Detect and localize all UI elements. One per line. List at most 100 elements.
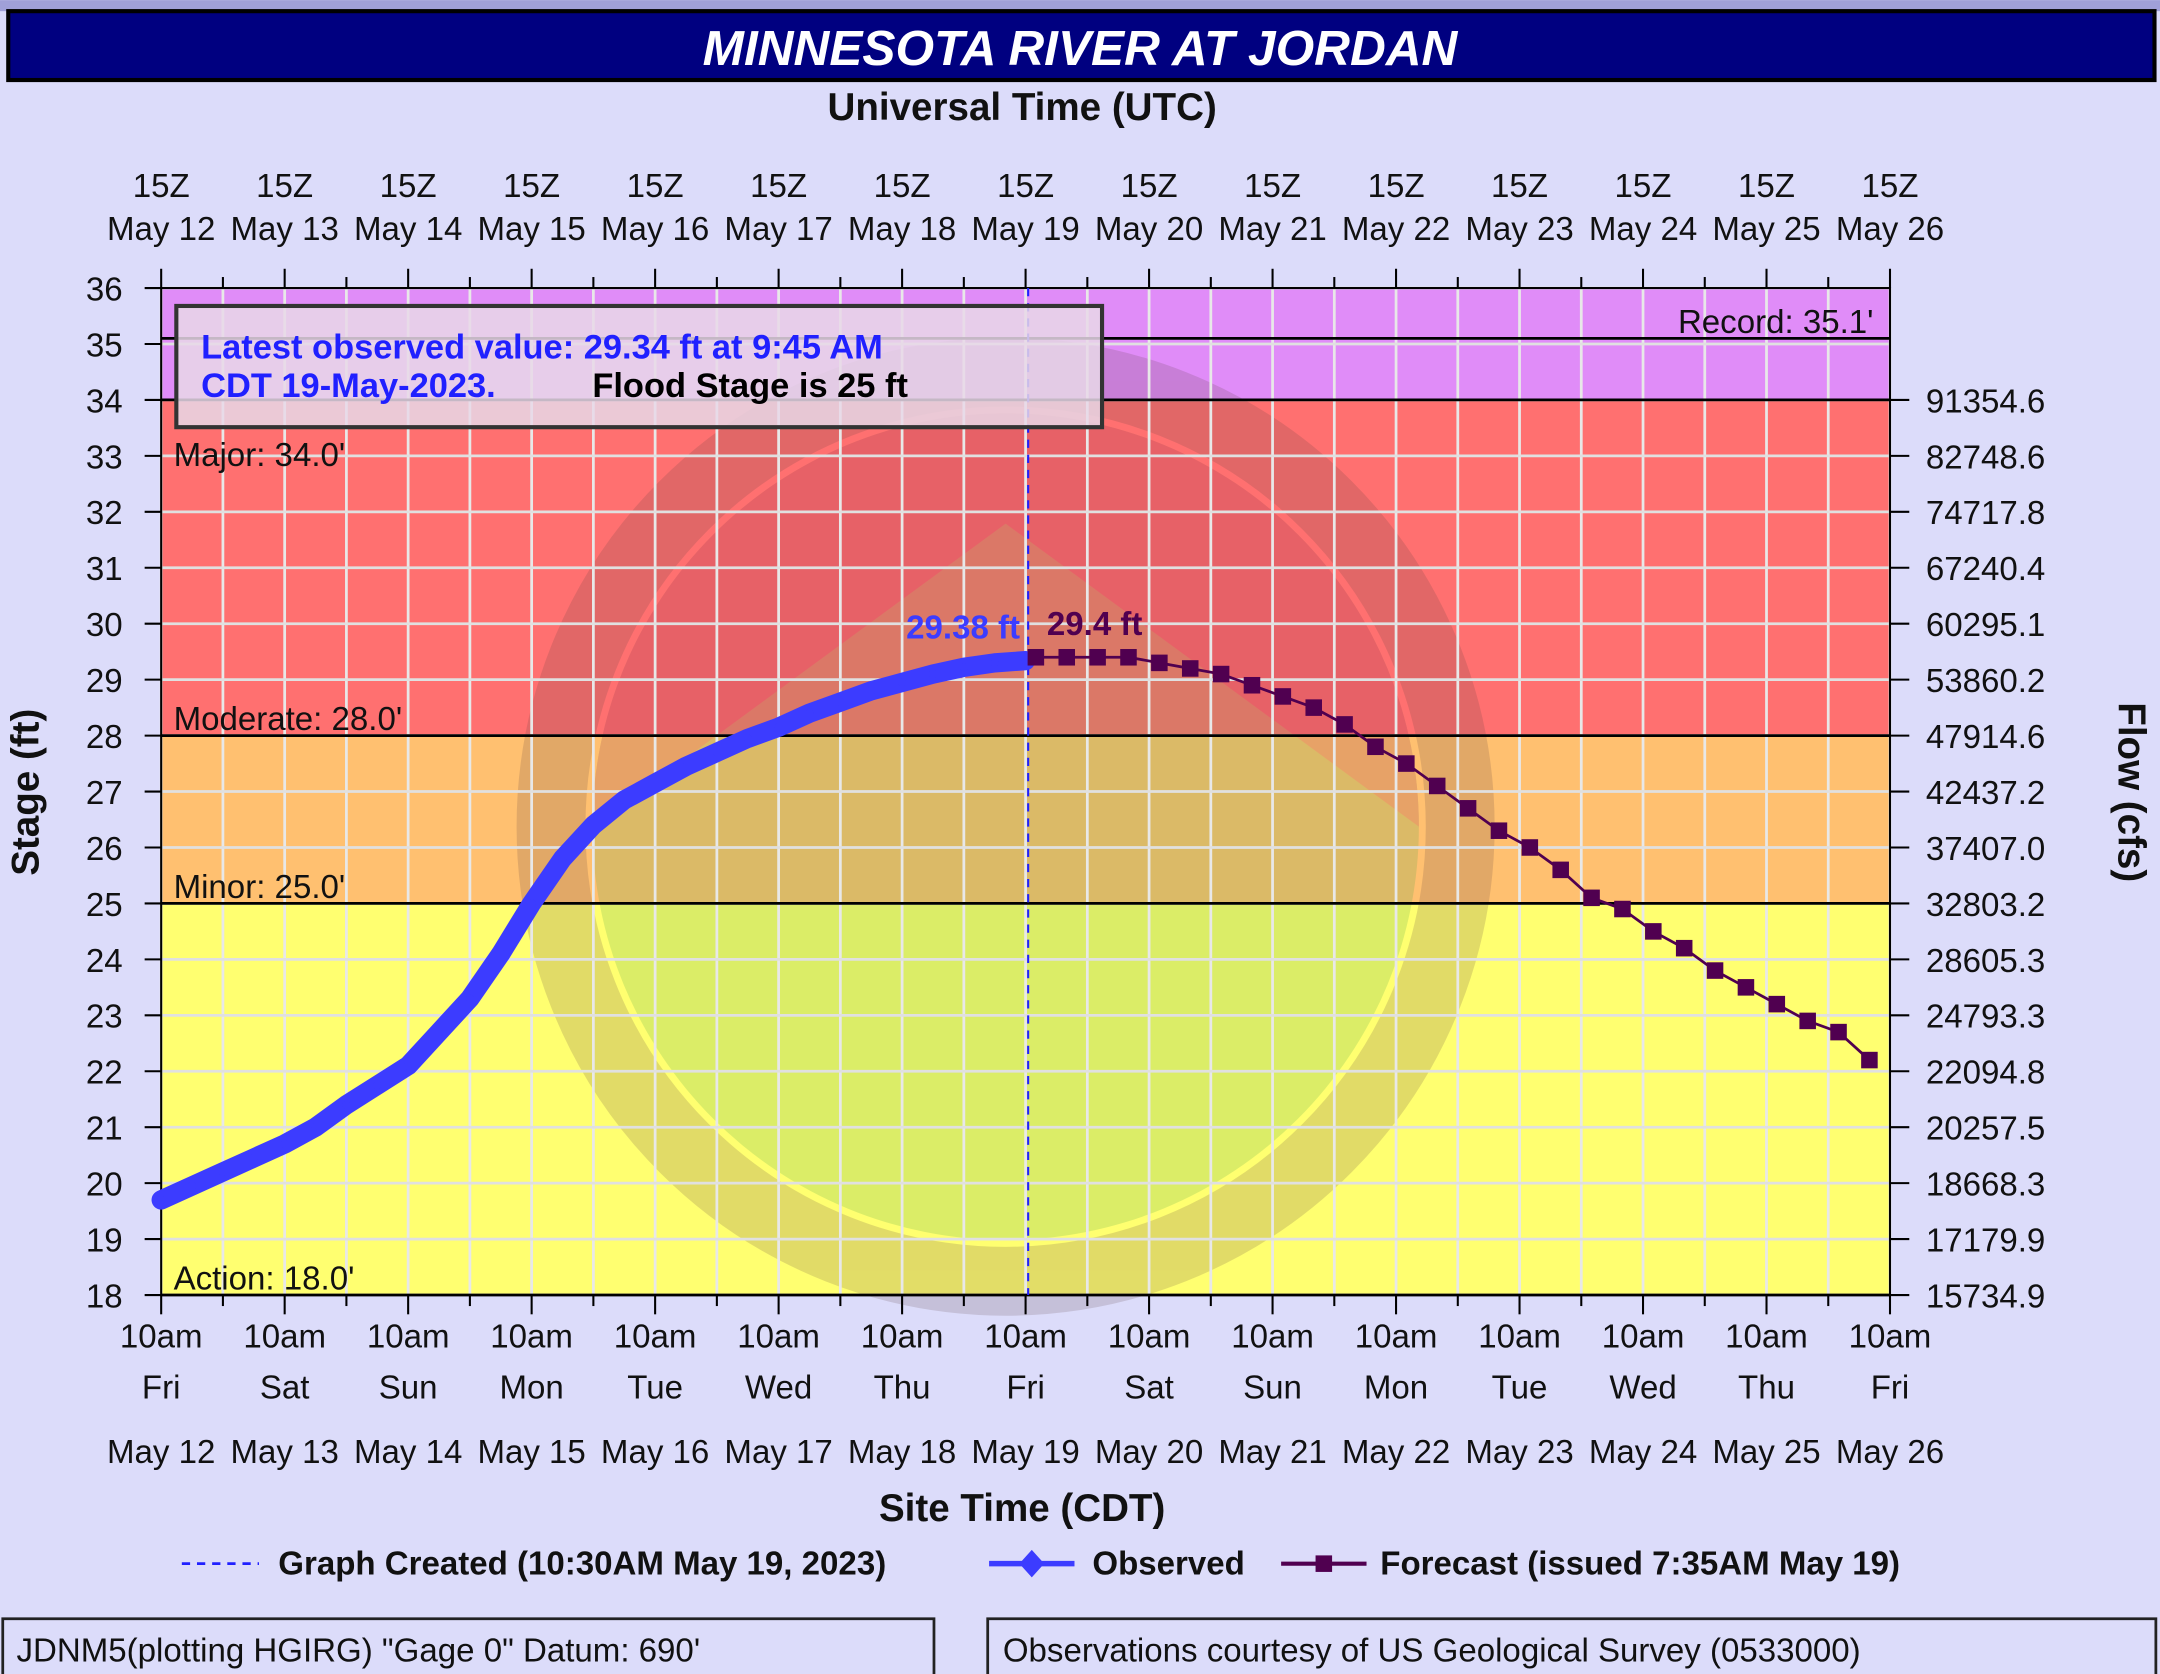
y-tick-label: 24 bbox=[86, 943, 123, 980]
x-top-date-label: May 19 bbox=[971, 211, 1079, 248]
observed-point bbox=[404, 1061, 413, 1070]
x-top-date-label: May 14 bbox=[354, 211, 462, 248]
forecast-point bbox=[1490, 822, 1508, 839]
x-top-time-label: 15Z bbox=[874, 168, 931, 205]
observed-point bbox=[867, 686, 876, 695]
x-bottom-date-label: May 15 bbox=[477, 1434, 585, 1471]
legend-forecast-marker bbox=[1315, 1555, 1333, 1572]
x-top-time-label: 15Z bbox=[1121, 168, 1178, 205]
y2-tick-label: 24793.3 bbox=[1926, 999, 2045, 1036]
forecast-point bbox=[1706, 962, 1724, 979]
y-tick-label: 19 bbox=[86, 1222, 123, 1259]
forecast-point bbox=[1089, 649, 1106, 666]
observed-point bbox=[311, 1123, 320, 1132]
observed-point bbox=[465, 994, 475, 1003]
x-bottom-date-label: May 16 bbox=[601, 1434, 709, 1471]
x-top-time-label: 15Z bbox=[1368, 168, 1425, 205]
x-bottom-date-label: May 17 bbox=[724, 1434, 832, 1471]
x-top-date-label: May 26 bbox=[1836, 211, 1944, 248]
y-tick-label: 32 bbox=[86, 495, 123, 532]
x-bottom-time-label: 10am bbox=[984, 1318, 1067, 1355]
x-bottom-time-label: 10am bbox=[861, 1318, 944, 1355]
x-top-time-label: 15Z bbox=[503, 168, 560, 205]
x-bottom-time-label: 10am bbox=[737, 1318, 820, 1355]
observed-point bbox=[249, 1153, 258, 1163]
series: 29.38 ft 29.4 ft bbox=[151, 288, 1878, 1296]
legend-graph-created: Graph Created (10:30AM May 19, 2023) bbox=[278, 1546, 886, 1583]
x-top-time-label: 15Z bbox=[1738, 168, 1795, 205]
y-tick-label: 26 bbox=[86, 831, 123, 868]
footer-datum: JDNM5(plotting HGIRG) "Gage 0" Datum: 69… bbox=[17, 1632, 701, 1669]
y2-tick-label: 60295.1 bbox=[1926, 607, 2045, 644]
forecast-point bbox=[1459, 800, 1477, 817]
x-top-date-label: May 15 bbox=[477, 211, 585, 248]
observed-point bbox=[496, 949, 505, 958]
forecast-point bbox=[1120, 649, 1137, 666]
level-label-minor: Minor: 25.0' bbox=[174, 869, 346, 906]
flood-stage-text: Flood Stage is 25 ft bbox=[592, 367, 908, 405]
forecast-point bbox=[1058, 649, 1076, 666]
x-top-date-label: May 16 bbox=[601, 211, 709, 248]
observed-point bbox=[373, 1081, 382, 1090]
y-tick-label: 25 bbox=[86, 887, 123, 924]
x-top-date-label: May 17 bbox=[724, 211, 832, 248]
footer-source: Observations courtesy of US Geological S… bbox=[1003, 1632, 1861, 1669]
observed-point bbox=[434, 1027, 444, 1037]
observed-point bbox=[959, 663, 968, 672]
observed-point bbox=[187, 1181, 197, 1191]
forecast-point bbox=[1768, 995, 1786, 1013]
latest-observation-box: Latest observed value: 29.34 ft at 9:45 … bbox=[174, 303, 1105, 430]
x-bottom-date-label: May 21 bbox=[1218, 1434, 1326, 1471]
x-top-date-label: May 20 bbox=[1095, 211, 1203, 248]
legend: Graph Created (10:30AM May 19, 2023) Obs… bbox=[181, 1546, 1900, 1583]
y-tick-label: 34 bbox=[86, 383, 123, 420]
x-top-date-label: May 23 bbox=[1465, 211, 1573, 248]
y2-tick-label: 47914.6 bbox=[1926, 719, 2045, 756]
x-bottom-date-label: May 14 bbox=[354, 1434, 462, 1471]
x-top-date-label: May 25 bbox=[1712, 211, 1820, 248]
watermark-bird bbox=[592, 413, 1419, 827]
forecast-point bbox=[1830, 1023, 1847, 1041]
x-bottom-day-label: Wed bbox=[1609, 1369, 1676, 1406]
x-top-date-label: May 13 bbox=[230, 211, 338, 248]
latest-observed-date: CDT 19-May-2023. bbox=[201, 367, 496, 405]
observed-point bbox=[928, 669, 938, 679]
forecast-point bbox=[1305, 699, 1322, 716]
x-top-time-label: 15Z bbox=[1244, 168, 1301, 205]
x-bottom-date-label: May 20 bbox=[1095, 1434, 1203, 1471]
x-bottom-date-label: May 23 bbox=[1465, 1434, 1573, 1471]
observed-point bbox=[836, 697, 845, 707]
observed-point bbox=[712, 748, 722, 757]
x-top-time-label: 15Z bbox=[1862, 168, 1919, 205]
y2-tick-label: 22094.8 bbox=[1926, 1055, 2045, 1092]
level-label-record: Record: 35.1' bbox=[1678, 304, 1874, 341]
x-bottom-day-label: Mon bbox=[499, 1369, 563, 1406]
x-bottom-date-label: May 25 bbox=[1712, 1434, 1820, 1471]
x-bottom-time-label: 10am bbox=[243, 1318, 326, 1355]
forecast-peak-label: 29.4 ft bbox=[1047, 606, 1143, 643]
latest-box-frame bbox=[174, 303, 1105, 430]
bottom-axis-title: Site Time (CDT) bbox=[879, 1487, 1165, 1530]
watermark-disc bbox=[592, 413, 1419, 1240]
y-tick-label: 30 bbox=[86, 607, 123, 644]
y2-tick-label: 91354.6 bbox=[1926, 383, 2045, 420]
observed-point bbox=[681, 762, 691, 771]
y-tick-label: 22 bbox=[86, 1055, 123, 1092]
forecast-point bbox=[1428, 777, 1446, 795]
level-label-major: Major: 34.0' bbox=[174, 437, 346, 474]
x-top-date-label: May 21 bbox=[1218, 211, 1326, 248]
observed-point bbox=[650, 779, 660, 788]
y-tick-label: 27 bbox=[86, 775, 123, 812]
x-top-time-label: 15Z bbox=[380, 168, 437, 205]
y2-tick-label: 15734.9 bbox=[1926, 1278, 2045, 1315]
y-tick-label: 21 bbox=[86, 1111, 123, 1148]
x-top-time-label: 15Z bbox=[256, 168, 313, 205]
x-top-time-label: 15Z bbox=[1491, 168, 1548, 205]
observed-peak-label: 29.38 ft bbox=[906, 610, 1020, 647]
footer-right-box bbox=[986, 1617, 2158, 1674]
forecast-point bbox=[1675, 939, 1693, 957]
observed-point bbox=[527, 899, 536, 908]
observed-point bbox=[620, 795, 629, 805]
observed-point bbox=[774, 723, 783, 732]
x-bottom-time-label: 10am bbox=[1355, 1318, 1438, 1355]
